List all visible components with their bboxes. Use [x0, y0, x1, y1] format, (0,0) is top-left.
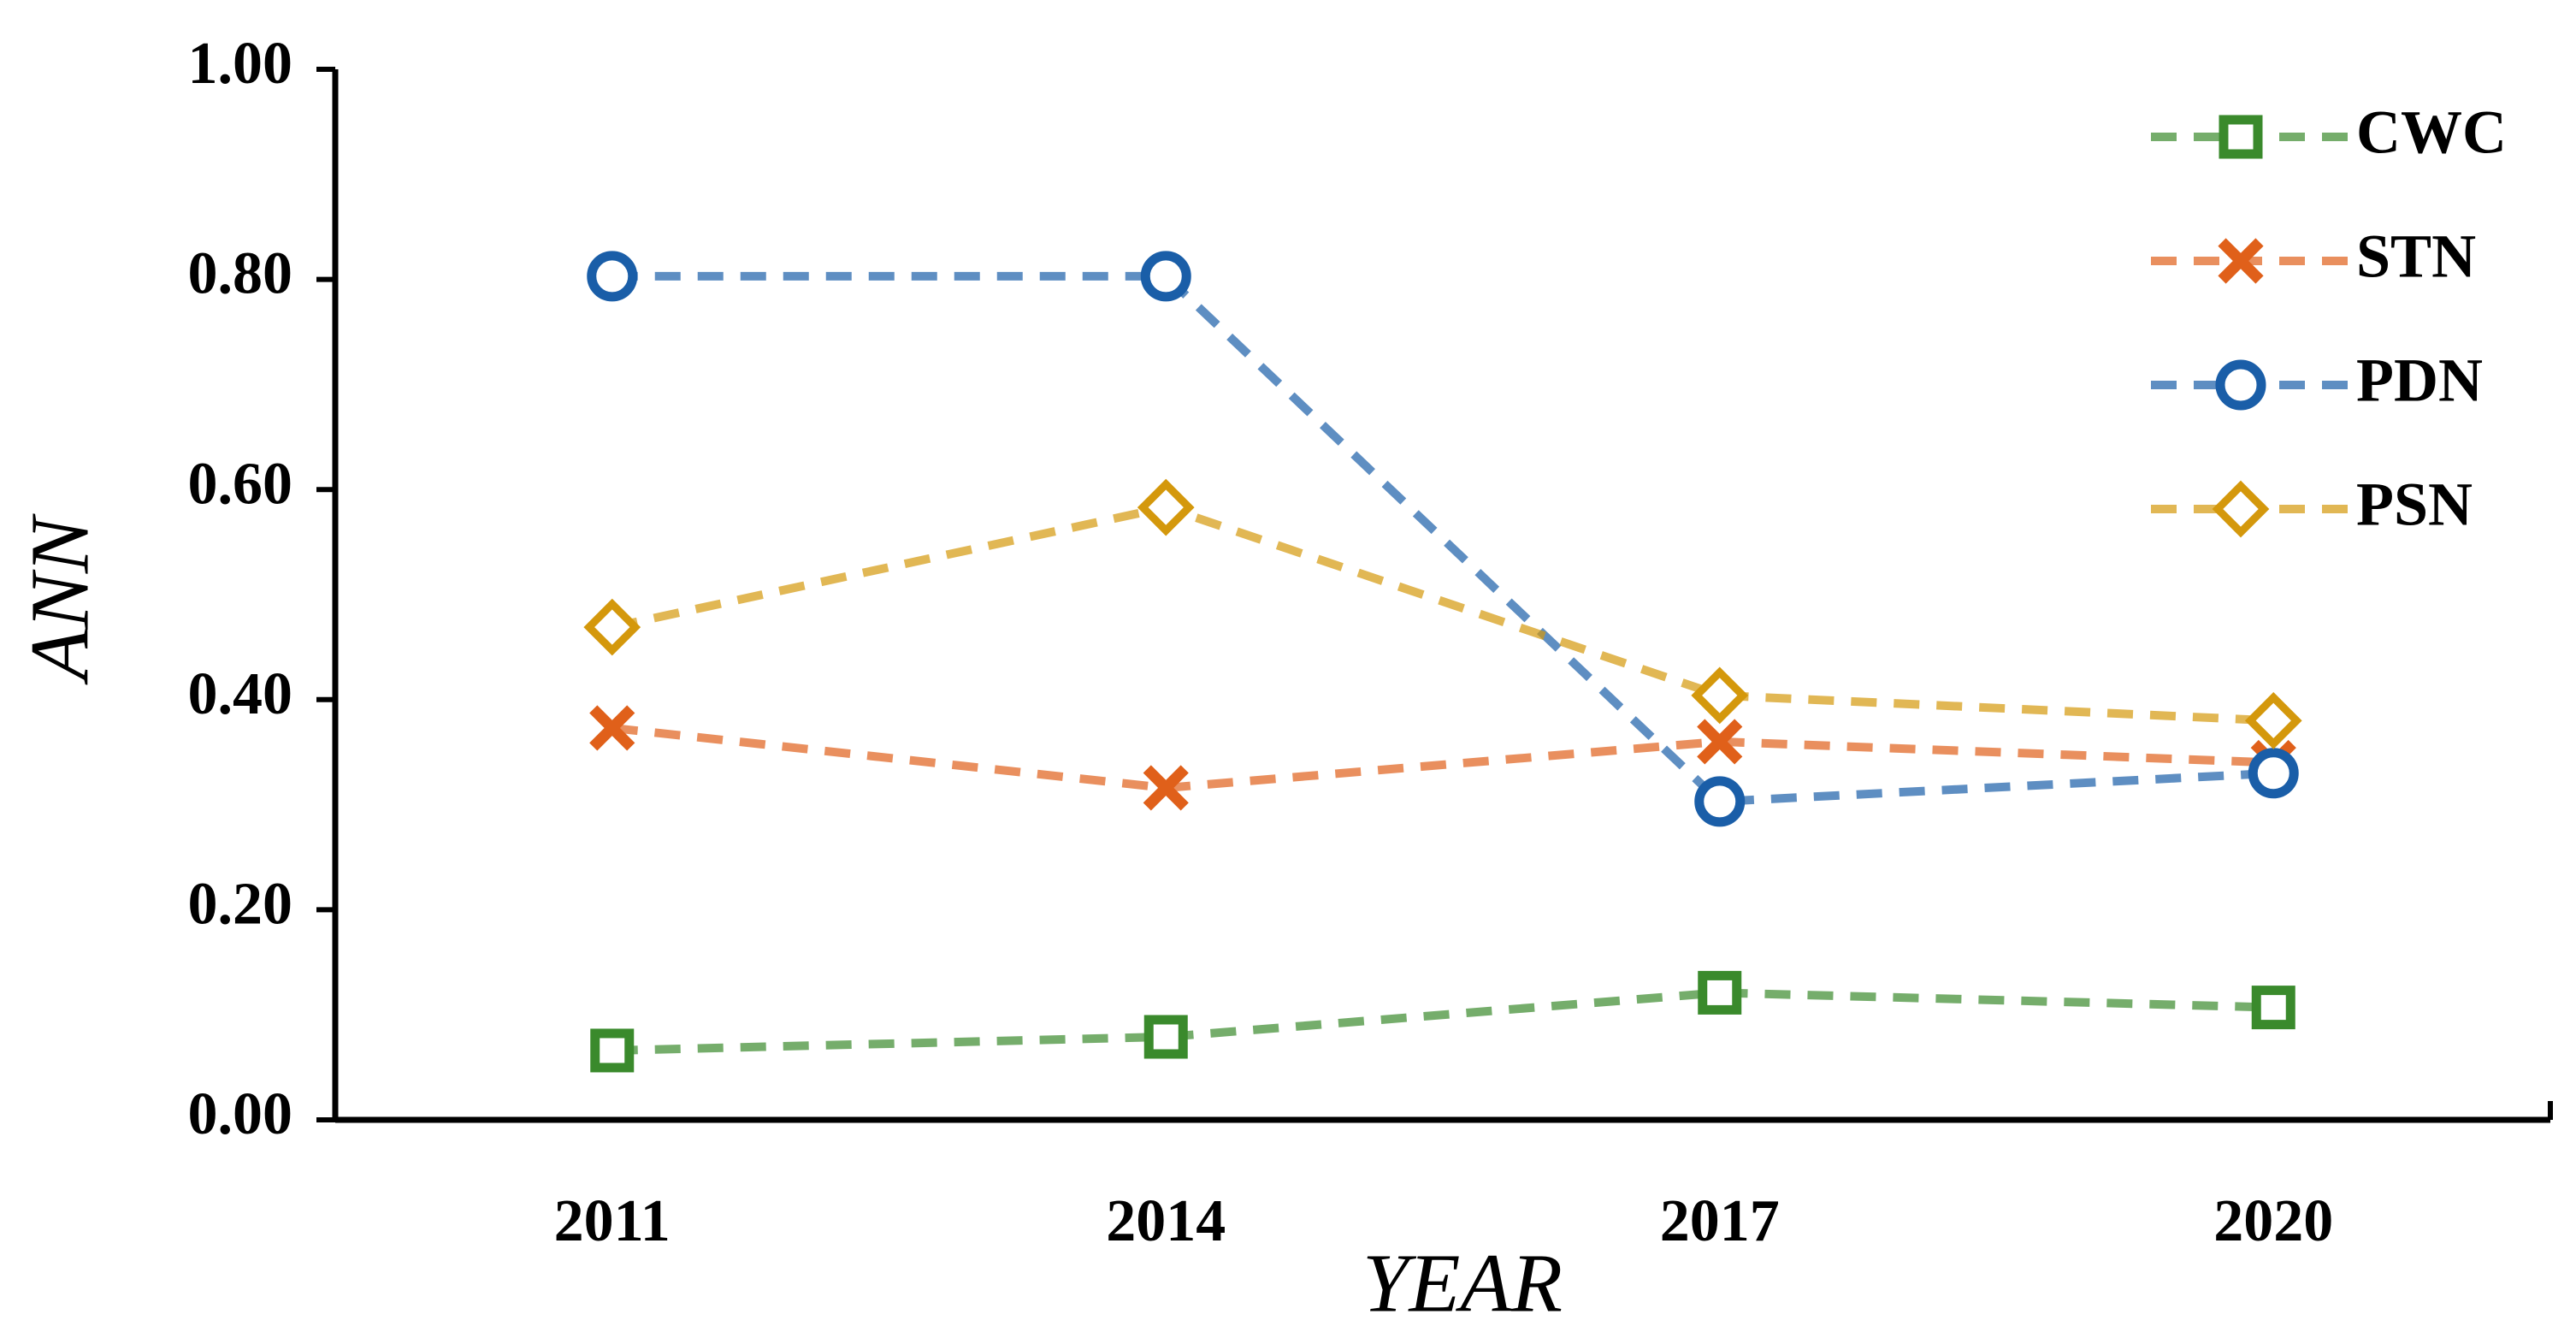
y-tick-label: 0.80	[188, 241, 293, 307]
marker	[1697, 719, 1743, 765]
y-tick-label: 0.60	[188, 451, 293, 517]
marker	[1691, 666, 1749, 725]
marker	[1137, 478, 1195, 536]
marker	[1140, 251, 1191, 302]
x-tick-label: 2011	[554, 1188, 671, 1254]
legend-label: PDN	[2356, 346, 2483, 415]
marker	[1698, 970, 1742, 1015]
marker	[2251, 986, 2295, 1030]
marker	[583, 598, 641, 656]
y-tick-label: 1.00	[188, 31, 293, 97]
legend-marker	[2218, 238, 2264, 284]
legend-label: PSN	[2356, 471, 2473, 539]
marker	[1143, 1015, 1188, 1059]
series-line	[612, 271, 2274, 807]
x-tick-label: 2020	[2213, 1188, 2333, 1254]
legend-label: CWC	[2356, 98, 2507, 167]
legend-marker	[2219, 115, 2263, 159]
series-line	[612, 723, 2274, 792]
marker	[2244, 691, 2302, 749]
legend-marker	[2215, 359, 2266, 411]
marker	[1143, 765, 1189, 811]
marker	[590, 1028, 635, 1073]
marker	[2248, 748, 2299, 799]
legend-label: STN	[2356, 222, 2476, 291]
x-tick-label: 2014	[1106, 1188, 1226, 1254]
series-line	[611, 502, 2274, 725]
x-axis-title: YEAR	[1362, 1237, 1563, 1329]
marker	[587, 251, 638, 302]
marker	[589, 705, 635, 751]
y-tick-label: 0.20	[188, 871, 293, 937]
marker	[1694, 776, 1746, 827]
series-line	[612, 988, 2274, 1055]
y-tick-label: 0.00	[188, 1081, 293, 1147]
legend-marker	[2212, 480, 2270, 538]
x-tick-label: 2017	[1660, 1188, 1780, 1254]
y-axis-title: ANN	[14, 513, 106, 685]
y-tick-label: 0.40	[188, 661, 293, 727]
